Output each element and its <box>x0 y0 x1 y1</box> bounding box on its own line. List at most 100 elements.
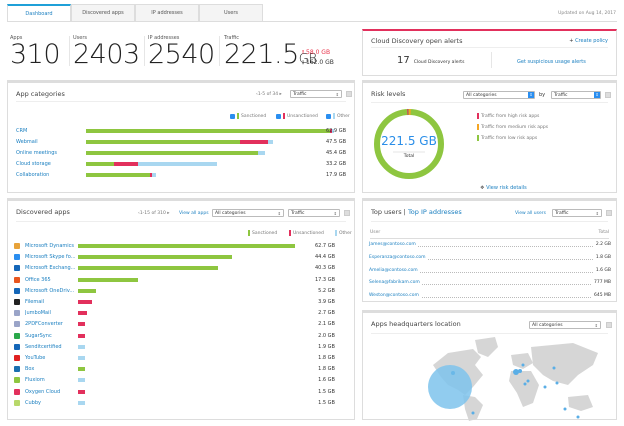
export-icon[interactable] <box>344 210 350 216</box>
tab-dashboard[interactable]: Dashboard <box>7 4 71 21</box>
app-row[interactable]: Cubby 1.5 GB <box>14 399 335 407</box>
next-icon[interactable]: ▸ <box>279 92 282 97</box>
category-select[interactable]: All categories ⇕ <box>529 321 601 329</box>
user-row[interactable]: Esperanza@contoso.com 1.8 GB <box>369 254 611 262</box>
app-row[interactable]: JumboMail 2.7 GB <box>14 310 335 317</box>
category-bar[interactable] <box>86 151 265 155</box>
category-bar[interactable] <box>86 173 157 177</box>
other-segment[interactable] <box>152 173 157 177</box>
legend-unsanctioned[interactable]: Unsanctioned <box>276 113 318 119</box>
app-row[interactable]: SugarSync 2.0 GB <box>14 332 335 340</box>
hq-bubble[interactable] <box>518 369 522 373</box>
export-icon[interactable] <box>606 322 612 328</box>
hq-bubble[interactable] <box>521 363 525 367</box>
category-name[interactable]: Collaboration <box>16 172 50 178</box>
legend-other[interactable]: Other <box>326 113 350 119</box>
metric-select[interactable]: Traffic ⇕ <box>290 90 342 98</box>
category-name[interactable]: Online meetings <box>16 150 58 156</box>
hq-bubble[interactable] <box>471 411 475 415</box>
app-name[interactable]: Fluxiom <box>25 377 45 384</box>
stat-users[interactable]: Users 2403 <box>73 35 140 69</box>
export-icon[interactable] <box>606 210 612 216</box>
category-name[interactable]: CRM <box>16 128 28 134</box>
other-segment[interactable] <box>267 140 273 144</box>
app-name[interactable]: Senditcertified <box>25 343 62 350</box>
app-bar[interactable] <box>78 400 85 405</box>
hq-bubble[interactable] <box>526 379 530 383</box>
stat-apps[interactable]: Apps 310 <box>10 35 61 69</box>
world-map[interactable] <box>403 335 603 421</box>
app-bar[interactable] <box>78 356 85 360</box>
app-name[interactable]: Microsoft OneDriv... <box>25 287 75 294</box>
metric-select[interactable]: Traffic ⇕ <box>551 91 601 99</box>
app-name[interactable]: Microsoft Exchang... <box>25 265 75 272</box>
app-row[interactable]: Microsoft Exchang... 40.3 GB <box>14 265 335 272</box>
app-row[interactable]: Senditcertified 1.9 GB <box>14 343 335 351</box>
app-bar[interactable] <box>78 344 85 349</box>
sanctioned-segment[interactable] <box>86 129 331 133</box>
category-bar[interactable] <box>86 140 273 144</box>
tab-discovered-apps[interactable]: Discovered apps <box>71 4 135 21</box>
app-row[interactable]: Microsoft OneDriv... 5.2 GB <box>14 287 335 295</box>
app-bar[interactable] <box>78 311 88 316</box>
sanctioned-segment[interactable] <box>86 151 259 155</box>
app-bar[interactable] <box>78 255 232 260</box>
app-bar[interactable] <box>78 266 218 271</box>
other-segment[interactable] <box>332 129 334 133</box>
hq-bubble[interactable] <box>576 415 580 419</box>
app-row[interactable]: Fluxiom 1.6 GB <box>14 377 335 384</box>
app-row[interactable]: YouTube 1.8 GB <box>14 355 335 362</box>
checkbox-icon[interactable] <box>230 113 235 119</box>
category-row[interactable]: Online meetings 45.4 GB <box>16 150 346 157</box>
pager[interactable]: ‹1-15 of 310 ▸ <box>138 211 170 216</box>
hq-bubble[interactable] <box>563 407 567 411</box>
unsanctioned-segment[interactable] <box>114 162 138 166</box>
tab-top-ip-addresses[interactable]: Top IP addresses <box>407 208 462 216</box>
view-all-apps-link[interactable]: View all apps <box>179 211 209 216</box>
tab-ip-addresses[interactable]: IP addresses <box>135 4 199 21</box>
user-row[interactable]: Amelia@contoso.com 1.6 GB <box>369 267 611 275</box>
category-select[interactable]: All categories ⇕ <box>463 91 535 99</box>
metric-select[interactable]: Traffic ⇕ <box>288 209 340 217</box>
category-row[interactable]: Collaboration 17.9 GB <box>16 172 346 179</box>
app-name[interactable]: Filemail <box>25 299 45 305</box>
sanctioned-segment[interactable] <box>86 140 240 144</box>
app-name[interactable]: JumboMail <box>25 310 51 317</box>
category-row[interactable]: Webmail 47.5 GB <box>16 139 346 146</box>
sanctioned-segment[interactable] <box>86 162 115 166</box>
app-bar[interactable] <box>78 277 138 282</box>
user-row[interactable]: James@contoso.com 2.2 GB <box>369 242 611 249</box>
unsanctioned-segment[interactable] <box>330 129 333 133</box>
app-name[interactable]: Box <box>25 366 35 373</box>
hq-bubble[interactable] <box>552 366 556 370</box>
user-email[interactable]: Weston@contoso.com <box>369 293 421 299</box>
tab-users[interactable]: Users <box>199 4 263 21</box>
app-name[interactable]: Microsoft Dynamics <box>25 243 74 249</box>
export-icon[interactable] <box>605 92 611 98</box>
app-row[interactable]: Oxygen Cloud 1.5 GB <box>14 388 335 396</box>
next-icon[interactable]: ▸ <box>167 211 170 216</box>
app-bar[interactable] <box>78 367 85 372</box>
app-name[interactable]: Microsoft Skype fo... <box>25 254 75 261</box>
hq-bubble[interactable] <box>555 381 559 385</box>
checkbox-icon[interactable] <box>326 113 331 119</box>
app-row[interactable]: Microsoft Skype fo... 44.4 GB <box>14 254 335 261</box>
tab-top-users[interactable]: Top users <box>371 208 402 216</box>
app-name[interactable]: Office 365 <box>25 276 51 283</box>
user-row[interactable]: Weston@contoso.com 645 MB <box>369 293 611 300</box>
app-bar[interactable] <box>78 389 85 394</box>
app-row[interactable]: 2PDFConverter 2.1 GB <box>14 321 335 328</box>
suspicious-usage-link[interactable]: Get suspicious usage alerts <box>517 59 586 65</box>
hq-bubble-north-america[interactable] <box>428 365 472 409</box>
app-bar[interactable] <box>78 322 86 327</box>
view-risk-details-link[interactable]: ❖ View risk details <box>480 185 527 191</box>
create-policy-button[interactable]: + Create policy <box>569 38 608 44</box>
app-name[interactable]: SugarSync <box>25 332 52 339</box>
app-name[interactable]: Cubby <box>25 399 41 406</box>
legend-sanctioned[interactable]: Sanctioned <box>230 113 266 119</box>
hq-bubble[interactable] <box>451 371 455 375</box>
app-row[interactable]: Office 365 17.3 GB <box>14 276 335 284</box>
other-segment[interactable] <box>258 151 265 155</box>
app-bar[interactable] <box>78 288 97 293</box>
other-segment[interactable] <box>137 162 217 166</box>
